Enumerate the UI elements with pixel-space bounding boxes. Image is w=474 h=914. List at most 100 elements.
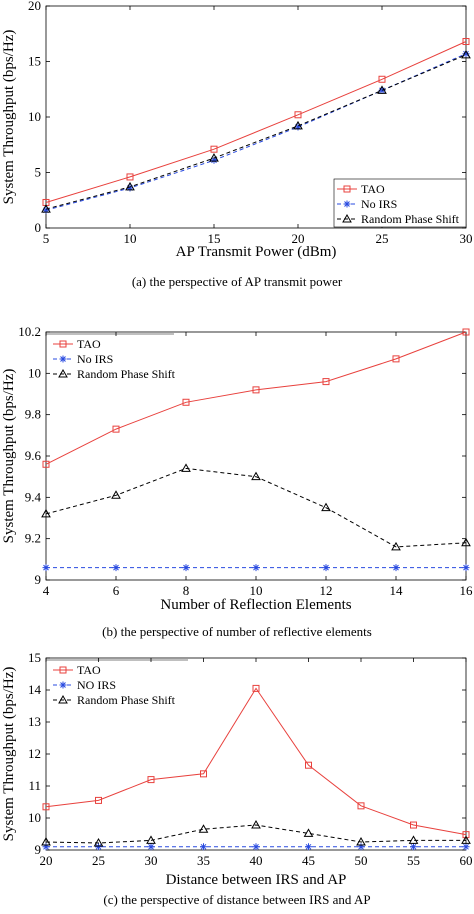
chart-panel-b: 4 6 8 10 12 14 16 9 9.2 9.4 9.6 9.8 10 10.2 Number of …: [0, 318, 474, 648]
chart-panel-c: 20 25 30 35 40 45 50 55 60 9 10 11 12 13 14 15 Distance …: [0, 650, 474, 914]
legend-marker-tao: [59, 666, 67, 674]
data-point-no_irs: [42, 206, 50, 214]
x-tick-label: 25: [92, 853, 105, 868]
series-tao: [42, 328, 470, 468]
legend-marker-random: [342, 213, 352, 223]
data-point-no_irs: [392, 564, 400, 572]
data-point-random: [41, 204, 51, 213]
data-point-tao: [147, 776, 155, 784]
y-tick-label: 12: [28, 746, 41, 761]
x-tick-label: 30: [460, 231, 473, 246]
data-point-tao: [210, 145, 218, 153]
x-axis-label: AP Transmit Power (dBm): [176, 244, 337, 260]
data-point-random: [251, 820, 261, 829]
legend-label-tao: TAO: [77, 337, 101, 351]
series-line-tao: [45, 687, 467, 836]
series-random: [41, 49, 471, 213]
data-point-no_irs: [462, 50, 470, 58]
data-point-random: [41, 508, 51, 518]
data-point-no_irs: [357, 843, 365, 851]
data-point-no_irs: [305, 843, 312, 851]
data-point-tao: [462, 38, 470, 46]
legend-marker-tao: [59, 340, 67, 348]
data-point-random: [461, 835, 471, 844]
data-point-random: [198, 824, 209, 833]
legend-label-random: Random Phase Shift: [77, 367, 176, 381]
x-tick-label: 6: [113, 583, 120, 598]
y-tick-label: 20: [28, 0, 41, 13]
series-tao: [42, 684, 470, 839]
data-point-tao: [378, 75, 386, 83]
data-point-random: [321, 502, 331, 512]
y-axis-label: System Throughput (bps/Hz): [1, 30, 17, 205]
series-no_irs: [42, 564, 470, 572]
data-point-no_irs: [252, 843, 260, 851]
data-point-no_irs: [252, 564, 260, 572]
legend-label-no_irs: No IRS: [77, 352, 113, 366]
chart-a-caption: (a) the perspective of AP transmit power: [131, 274, 343, 289]
data-point-tao: [95, 796, 102, 804]
data-point-tao: [410, 821, 417, 829]
series-random: [41, 463, 471, 551]
data-point-random: [251, 471, 261, 481]
y-tick-label: 9.6: [25, 448, 42, 463]
data-point-no_irs: [42, 843, 50, 851]
legend-marker-no_irs: [343, 200, 351, 208]
chart-b-caption: (b) the perspective of number of reflect…: [102, 624, 372, 639]
data-point-no_irs: [322, 564, 330, 572]
data-point-tao: [462, 831, 470, 839]
y-tick-label: 10.2: [18, 324, 41, 339]
x-axis-label: Number of Reflection Elements: [160, 597, 351, 613]
data-point-random: [356, 836, 366, 846]
series-line-random: [45, 467, 467, 548]
data-point-random: [181, 463, 191, 472]
data-point-no_irs: [210, 156, 218, 164]
data-point-no_irs: [462, 843, 470, 851]
data-point-tao: [200, 770, 207, 778]
y-tick-label: 11: [28, 778, 41, 793]
data-point-tao: [112, 425, 120, 433]
data-point-no_irs: [147, 843, 155, 851]
data-point-random: [293, 120, 303, 130]
legend-marker-random: [58, 368, 68, 378]
data-point-tao: [392, 355, 400, 363]
data-point-tao: [322, 378, 330, 386]
y-tick-label: 14: [28, 682, 42, 697]
x-axis-label: Distance between IRS and AP: [166, 872, 347, 888]
data-point-no_irs: [126, 184, 134, 192]
y-tick-label: 9.8: [25, 407, 41, 422]
x-tick-label: 15: [208, 231, 221, 246]
data-point-no_irs: [200, 843, 207, 851]
legend-box: [333, 178, 467, 228]
data-point-no_irs: [95, 843, 102, 851]
chart-b-svg: 4 6 8 10 12 14 16 9 9.2 9.4 9.6 9.8 10 10.2 Number of …: [1, 324, 474, 613]
data-point-no_irs: [378, 86, 386, 94]
x-tick-label: 40: [250, 853, 263, 868]
data-point-random: [461, 537, 471, 547]
x-tick-label: 12: [320, 583, 333, 598]
y-tick-label: 9: [35, 572, 42, 587]
legend-marker-no_irs: [59, 355, 67, 363]
series-line-tao: [45, 41, 467, 203]
legend-marker-no_irs: [59, 681, 67, 689]
legend-marker-tao: [343, 185, 351, 193]
legend-label-no_irs: NO IRS: [77, 678, 116, 692]
y-tick-label: 0: [35, 220, 42, 235]
y-axis-label: System Throughput (bps/Hz): [1, 667, 17, 842]
data-point-random: [377, 85, 387, 94]
series-line-random: [45, 54, 467, 210]
x-tick-label: 16: [460, 583, 474, 598]
y-axis-label: System Throughput (bps/Hz): [1, 369, 17, 544]
y-tick-label: 15: [28, 54, 41, 69]
data-point-no_irs: [410, 843, 417, 851]
x-tick-label: 4: [43, 583, 50, 598]
data-point-tao: [294, 111, 302, 119]
data-point-tao: [462, 328, 470, 336]
series-random: [41, 820, 471, 847]
x-tick-label: 10: [124, 231, 137, 246]
x-tick-label: 20: [40, 853, 53, 868]
chart-panel-a: 5 10 15 20 25 30 0 5 10 15 20 AP Transmit Power (dB…: [0, 0, 474, 300]
x-tick-label: 60: [460, 853, 473, 868]
y-tick-label: 9.4: [25, 489, 42, 504]
